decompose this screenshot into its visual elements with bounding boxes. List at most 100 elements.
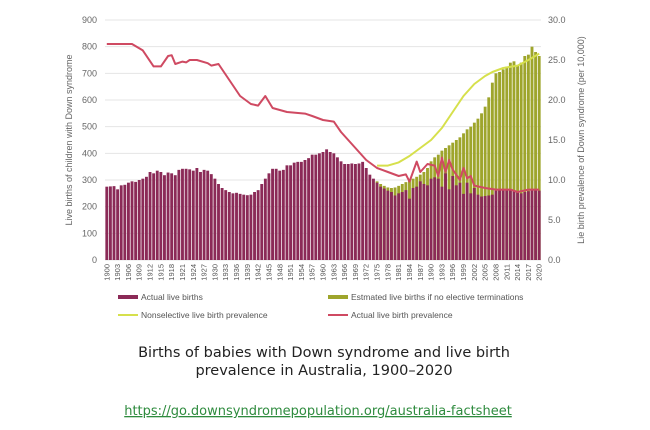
actual-birth-bar: [181, 168, 184, 260]
actual-prevalence-line: [106, 43, 540, 193]
x-tick-label: 1909: [135, 264, 144, 281]
actual-birth-bar: [390, 192, 393, 260]
x-tick-label: 1936: [232, 264, 241, 281]
actual-birth-bar: [519, 193, 523, 260]
actual-birth-bar: [238, 193, 242, 260]
chart-title-line2: prevalence in Australia, 1900–2020: [195, 363, 452, 379]
actual-birth-bar: [415, 186, 419, 260]
actual-birth-bar: [274, 168, 278, 260]
actual-birth-bar: [285, 165, 289, 260]
y-tick-label: 500: [82, 122, 97, 132]
actual-birth-bar: [299, 161, 303, 260]
estimated-birth-bar: [476, 118, 480, 261]
actual-birth-bar: [296, 161, 300, 260]
actual-birth-bar: [191, 170, 195, 260]
y-tick-label: 900: [82, 15, 97, 25]
actual-birth-bar: [343, 164, 347, 260]
left-axis: 0 100 200 300 400 500 600 700 800 900: [82, 15, 97, 265]
actual-birth-bar: [364, 168, 368, 260]
actual-birth-bar: [217, 184, 220, 260]
actual-birth-bar: [386, 190, 390, 260]
x-tick-label: 2005: [481, 264, 490, 281]
x-tick-label: 1915: [156, 264, 165, 281]
actual-birth-bar: [537, 190, 541, 260]
y-tick-label: 700: [82, 68, 97, 78]
estimated-birth-bar: [537, 56, 541, 260]
estimated-birth-bar: [490, 82, 494, 261]
y2-tick-label: 20.0: [548, 95, 566, 105]
x-tick-label: 1951: [286, 264, 295, 281]
actual-birth-bar: [458, 182, 462, 260]
actual-birth-bar: [245, 195, 249, 260]
actual-birth-bar: [112, 186, 116, 260]
actual-birth-bar: [195, 168, 199, 260]
actual-birth-bar: [501, 190, 505, 260]
actual-birth-bar: [188, 169, 192, 260]
actual-birth-bar: [317, 153, 321, 260]
legend-label-estimated-births: Estmated live births if no elective term…: [351, 292, 523, 302]
actual-birth-bar: [397, 193, 401, 260]
legend: Actual live births Estmated live births …: [118, 292, 523, 320]
actual-birth-bar: [325, 149, 329, 260]
actual-birth-bar: [144, 176, 148, 260]
actual-birth-bar: [235, 192, 238, 260]
actual-birth-bar: [476, 194, 480, 260]
y2-tick-label: 0.0: [548, 255, 561, 265]
x-tick-label: 1933: [221, 264, 230, 281]
legend-swatch-estimated-births: [328, 295, 348, 299]
actual-birth-bar: [231, 193, 235, 260]
x-tick-label: 1924: [189, 264, 198, 281]
estimated-birth-bar: [519, 62, 523, 260]
x-tick-label: 1999: [459, 264, 468, 281]
x-tick-label: 1975: [373, 264, 382, 281]
estimated-birth-bar: [501, 69, 505, 260]
actual-birth-bar: [436, 178, 440, 260]
y-tick-label: 0: [92, 255, 97, 265]
y-tick-label: 600: [82, 95, 97, 105]
actual-birth-bar: [321, 152, 325, 260]
actual-birth-bar: [335, 157, 339, 260]
legend-label-nonselective: Nonselective live birth prevalence: [141, 310, 268, 320]
actual-birth-bar: [523, 192, 527, 260]
actual-birth-bar: [451, 176, 455, 260]
legend-label-actual-prevalence: Actual live birth prevalence: [351, 310, 453, 320]
estimated-birth-bar: [505, 66, 509, 261]
actual-birth-bar: [310, 154, 314, 260]
legend-swatch-actual-births: [118, 295, 138, 299]
x-axis: 1900 1903 1906 1909 1912 1915 1918 1921 1924 1927…: [102, 264, 543, 281]
actual-birth-bar: [375, 182, 379, 260]
actual-birth-bar: [126, 182, 130, 260]
actual-birth-bar: [105, 186, 109, 260]
x-tick-label: 1945: [264, 264, 273, 281]
factsheet-link[interactable]: https://go.downsyndromepopulation.org/au…: [124, 404, 512, 419]
actual-birth-bar: [134, 181, 138, 260]
actual-birth-bar: [166, 172, 170, 260]
legend-label-actual-births: Actual live births: [141, 292, 203, 302]
actual-birth-bar: [465, 182, 469, 260]
x-tick-label: 1960: [319, 264, 328, 281]
actual-birth-bar: [253, 192, 256, 260]
actual-birth-bar: [400, 192, 404, 260]
y-axis-title: Live births of children with Down syndro…: [64, 54, 74, 225]
x-tick-label: 1930: [210, 264, 219, 281]
actual-birth-bar: [490, 194, 494, 260]
x-tick-label: 1981: [394, 264, 403, 281]
actual-birth-bar: [418, 181, 422, 260]
x-tick-label: 1906: [124, 264, 133, 281]
actual-birth-bar: [141, 178, 145, 260]
actual-birth-bar: [256, 190, 260, 260]
estimated-birth-bar: [498, 72, 502, 260]
y-tick-label: 200: [82, 202, 97, 212]
actual-birth-bar: [209, 174, 213, 260]
x-tick-label: 1918: [167, 264, 176, 281]
y2-tick-label: 15.0: [548, 135, 566, 145]
actual-birth-bar: [368, 174, 372, 260]
x-tick-label: 1984: [405, 264, 414, 281]
y2-axis-title: Lie birth prevalence of Down syndrome (p…: [576, 36, 586, 244]
x-tick-label: 1966: [340, 264, 349, 281]
x-tick-label: 1993: [437, 264, 446, 281]
actual-birth-bar: [480, 196, 483, 260]
actual-birth-bar: [429, 178, 433, 260]
x-tick-label: 1972: [362, 264, 371, 281]
actual-birth-bar: [339, 161, 343, 260]
